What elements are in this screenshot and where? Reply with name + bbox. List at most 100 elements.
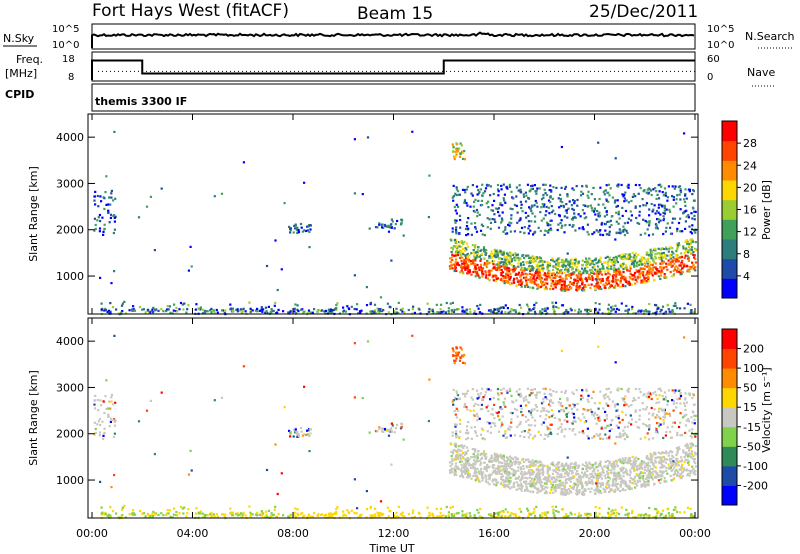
range-gate-cell	[453, 263, 456, 266]
range-gate-cell	[693, 210, 696, 213]
range-gate-cell	[535, 201, 538, 204]
range-gate-cell	[554, 485, 557, 489]
range-gate-cell	[663, 273, 666, 276]
range-gate-cell	[176, 310, 179, 313]
range-gate-cell	[673, 466, 676, 469]
range-gate-cell	[450, 239, 453, 242]
range-gate-cell	[167, 512, 170, 515]
range-gate-cell	[567, 487, 570, 491]
range-gate-cell	[495, 268, 499, 271]
range-gate-cell	[546, 230, 549, 233]
range-gate-cell	[494, 267, 497, 270]
range-gate-cell	[667, 512, 670, 515]
range-gate-cell	[612, 460, 615, 463]
range-gate-cell	[545, 288, 548, 291]
range-gate-cell	[407, 308, 410, 312]
range-gate-cell	[103, 228, 106, 231]
range-gate-cell	[659, 219, 662, 222]
range-gate-cell	[605, 283, 608, 286]
range-gate-cell	[541, 267, 544, 270]
range-gate-cell	[624, 285, 627, 288]
range-gate-cell	[503, 255, 506, 258]
range-gate-cell	[672, 464, 675, 467]
range-gate-cell	[517, 463, 520, 466]
range-gate-cell	[450, 467, 453, 470]
range-gate-cell	[693, 214, 696, 217]
range-gate-cell	[467, 217, 470, 220]
range-gate-cell	[403, 515, 406, 518]
range-gate-cell	[94, 203, 97, 206]
range-gate-cell	[508, 482, 511, 485]
range-gate-cell	[378, 310, 382, 313]
range-gate-cell	[597, 463, 601, 466]
range-gate-cell	[478, 255, 481, 258]
range-gate-cell	[577, 478, 580, 481]
range-gate-cell	[643, 277, 646, 280]
range-gate-cell	[189, 245, 192, 248]
range-gate-cell	[499, 252, 503, 255]
range-gate-cell	[183, 506, 186, 509]
range-gate-cell	[504, 226, 507, 229]
range-gate-cell	[623, 459, 626, 462]
range-gate-cell	[565, 489, 568, 492]
range-gate-cell	[440, 310, 443, 314]
range-gate-cell	[479, 470, 482, 473]
range-gate-cell	[463, 200, 467, 203]
range-gate-cell	[274, 239, 277, 242]
range-gate-cell	[662, 261, 666, 264]
nave-tick-top: 60	[707, 54, 720, 65]
range-gate-cell	[580, 289, 584, 292]
range-gate-cell	[194, 308, 197, 311]
range-gate-cell	[447, 516, 450, 519]
range-gate-cell	[543, 476, 546, 479]
range-gate-cell	[485, 183, 489, 186]
range-gate-cell	[603, 284, 606, 287]
colorbar-tick-label: 24	[743, 159, 757, 172]
range-gate-cell	[613, 271, 616, 274]
range-gate-cell	[533, 257, 536, 260]
range-gate-cell	[680, 465, 683, 468]
range-gate-cell	[530, 485, 533, 488]
range-gate-cell	[509, 472, 512, 475]
range-gate-cell	[623, 267, 627, 270]
range-gate-cell	[610, 464, 613, 467]
range-gate-cell	[541, 203, 544, 206]
range-gate-cell	[651, 233, 655, 236]
range-gate-cell	[454, 228, 458, 232]
range-gate-cell	[109, 407, 112, 410]
range-gate-cell	[586, 308, 589, 311]
range-gate-cell	[587, 205, 590, 208]
range-gate-cell	[660, 470, 663, 473]
range-gate-cell	[495, 277, 498, 280]
range-gate-cell	[303, 433, 306, 436]
range-gate-cell	[305, 433, 308, 437]
range-gate-cell	[563, 264, 566, 267]
range-gate-cell	[625, 266, 628, 269]
range-gate-cell	[504, 266, 507, 269]
range-gate-cell	[675, 256, 678, 259]
range-gate-cell	[602, 283, 605, 286]
range-gate-cell	[512, 265, 515, 268]
range-gate-cell	[663, 470, 666, 473]
range-gate-cell	[647, 310, 650, 313]
range-gate-cell	[431, 308, 434, 311]
range-gate-cell	[527, 278, 530, 281]
range-gate-cell	[479, 188, 482, 191]
range-gate-cell	[531, 268, 534, 271]
range-gate-cell	[93, 399, 96, 402]
range-gate-cell	[560, 490, 563, 493]
range-gate-cell	[688, 452, 691, 455]
range-gate-cell	[548, 212, 551, 215]
range-gate-cell	[602, 471, 605, 474]
range-gate-cell	[664, 191, 667, 194]
range-gate-cell	[531, 279, 534, 282]
range-gate-cell	[648, 458, 651, 461]
range-gate-cell	[614, 280, 617, 283]
range-gate-cell	[628, 473, 631, 477]
range-gate-cell	[690, 311, 693, 314]
range-gate-cell	[303, 229, 306, 232]
range-gate-cell	[691, 193, 694, 196]
range-gate-cell	[113, 216, 116, 219]
range-gate-cell	[579, 271, 582, 274]
range-gate-cell	[167, 308, 170, 311]
